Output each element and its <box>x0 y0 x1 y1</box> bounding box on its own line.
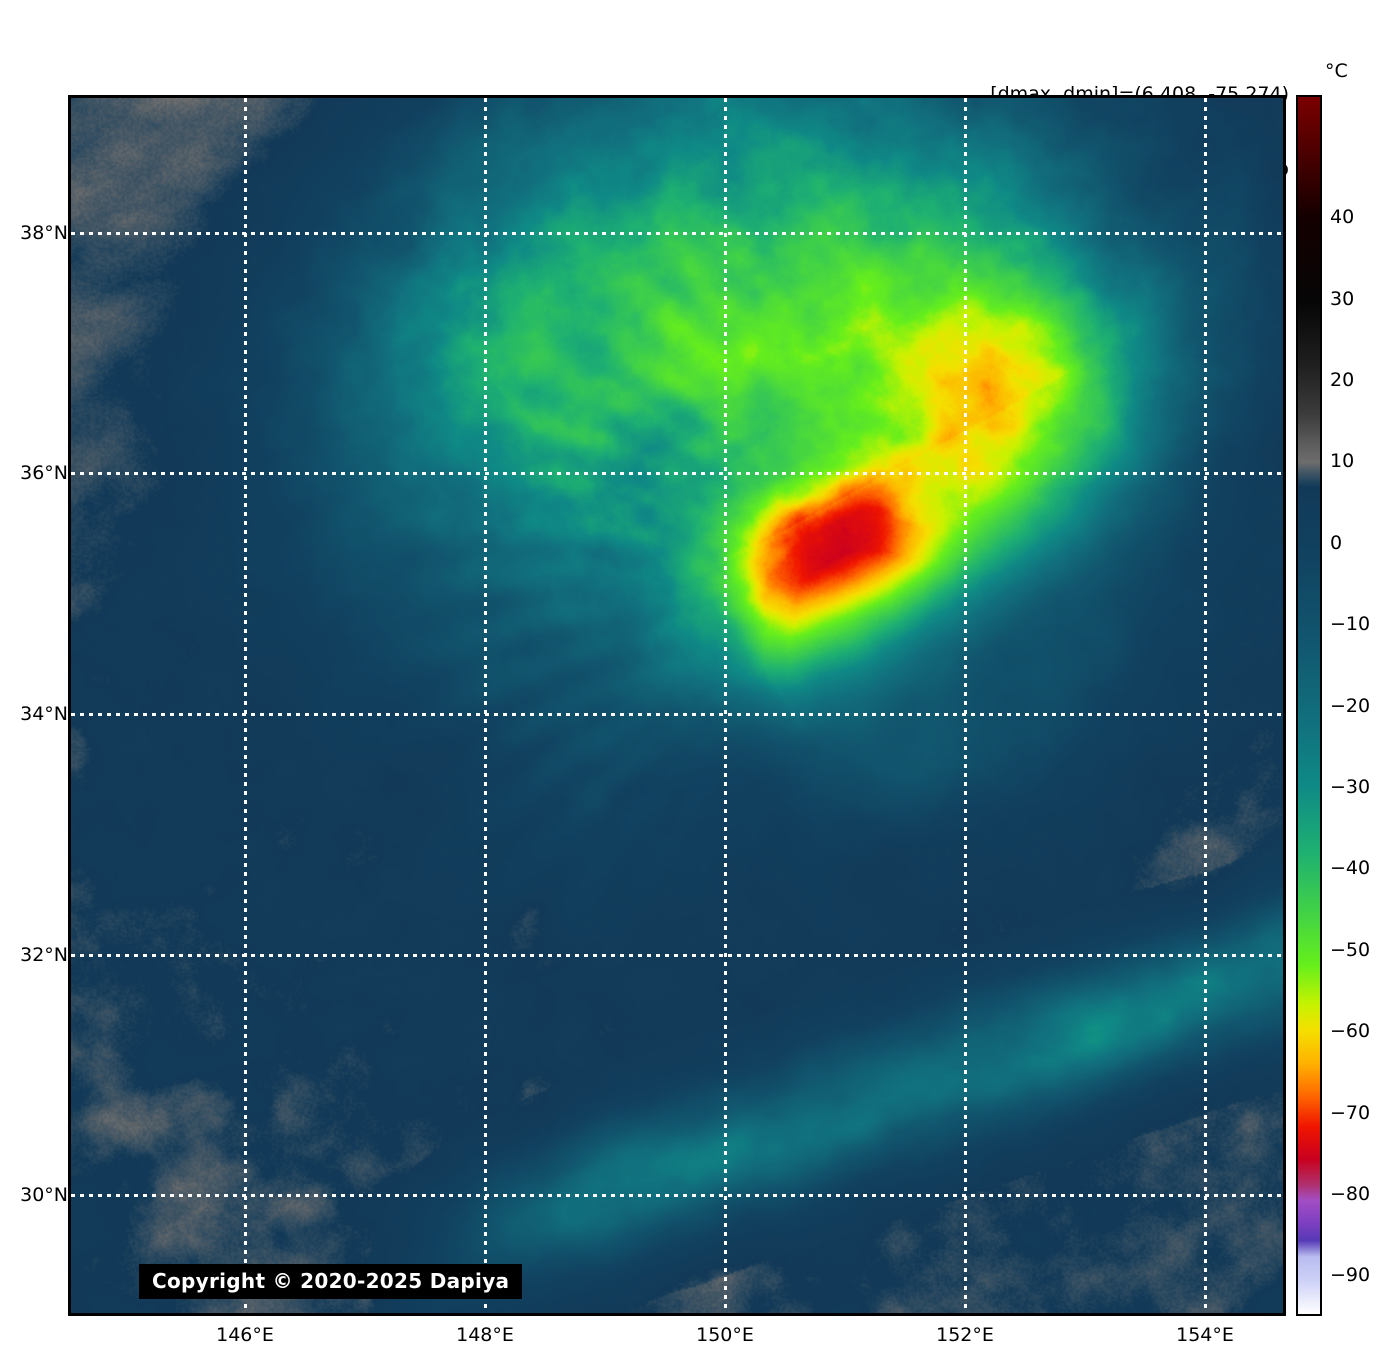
colorbar-tick-label: 40 <box>1330 206 1355 229</box>
lat-tick-label: 32°N <box>20 943 68 966</box>
colorbar-tick-label: 30 <box>1330 287 1355 310</box>
colorbar-tick-label: −20 <box>1330 694 1371 717</box>
colorbar-tick-label: −50 <box>1330 938 1371 961</box>
colorbar-tick-label: −60 <box>1330 1020 1371 1043</box>
lat-tick-label: 34°N <box>20 702 68 725</box>
colorbar-unit-label: °C <box>1325 60 1348 82</box>
colorbar-tick-label: 0 <box>1330 531 1343 554</box>
copyright-watermark: Copyright © 2020-2025 Dapiya <box>139 1264 523 1299</box>
satellite-plot-area[interactable]: Copyright © 2020-2025 Dapiya <box>68 95 1286 1316</box>
lat-tick-label: 36°N <box>20 462 68 485</box>
colorbar-tick-label: −70 <box>1330 1101 1371 1124</box>
colorbar-tick-label: −30 <box>1330 775 1371 798</box>
colorbar-gradient <box>1298 97 1320 1314</box>
colorbar-tick-label: −10 <box>1330 613 1371 636</box>
colorbar-tick-label: 10 <box>1330 450 1355 473</box>
colorbar-tick-label: −90 <box>1330 1264 1371 1287</box>
colorbar-tick-label: 20 <box>1330 368 1355 391</box>
lon-tick-label: 150°E <box>696 1324 754 1346</box>
colorbar-tick-label: −80 <box>1330 1182 1371 1205</box>
lat-tick-label: 38°N <box>20 221 68 244</box>
colorbar-tick-label: −40 <box>1330 857 1371 880</box>
temperature-colorbar[interactable] <box>1296 95 1322 1316</box>
lon-tick-label: 154°E <box>1176 1324 1234 1346</box>
lon-tick-label: 152°E <box>936 1324 994 1346</box>
lon-tick-label: 148°E <box>456 1324 514 1346</box>
infrared-satellite-imagery <box>71 98 1283 1313</box>
lon-tick-label: 146°E <box>216 1324 274 1346</box>
lat-tick-label: 30°N <box>20 1184 68 1207</box>
